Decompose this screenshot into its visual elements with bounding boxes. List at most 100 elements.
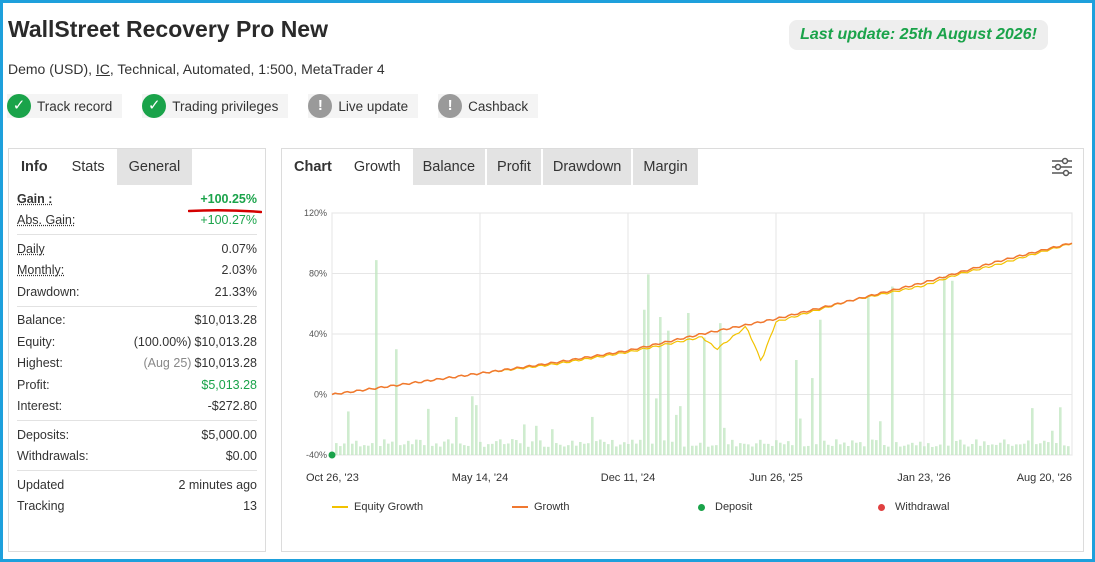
volume-bar	[799, 418, 802, 455]
volume-bar	[1039, 443, 1042, 455]
tab-profit[interactable]: Profit	[487, 149, 541, 185]
legend-swatch	[332, 506, 348, 508]
tab-margin[interactable]: Margin	[633, 149, 698, 185]
legend-label: Growth	[534, 501, 570, 513]
tab-drawdown[interactable]: Drawdown	[542, 149, 632, 185]
stat-label[interactable]: Daily	[17, 241, 45, 256]
tab-info[interactable]: Info	[9, 149, 60, 185]
tab-balance[interactable]: Balance	[412, 149, 486, 185]
volume-bar	[539, 440, 542, 455]
volume-bar	[667, 330, 670, 455]
x-tick-label: May 14, '24	[452, 472, 509, 484]
tracking-group: Updated 2 minutes ago Tracking 13	[17, 470, 257, 520]
volume-bar	[343, 443, 346, 455]
y-tick-label: 120%	[304, 208, 327, 218]
check-icon: ✓	[7, 94, 31, 118]
volume-bar	[375, 260, 378, 455]
legend-growth[interactable]: Growth	[512, 501, 569, 513]
volume-bar	[735, 446, 738, 455]
volume-bar	[479, 441, 482, 455]
volume-bar	[623, 442, 626, 455]
volume-bar	[583, 443, 586, 455]
volume-bar	[987, 445, 990, 455]
volume-bar	[367, 445, 370, 455]
volume-bar	[407, 440, 410, 455]
legend-label: Equity Growth	[354, 501, 424, 513]
gain-highlight-underline	[188, 208, 262, 214]
stat-value-wrap: (Aug 25) $10,013.28	[143, 356, 257, 370]
volume-bar	[943, 276, 946, 455]
legend-deposit[interactable]: Deposit	[698, 501, 752, 513]
volume-bar	[359, 446, 362, 455]
legend-withdrawal[interactable]: Withdrawal	[878, 501, 949, 513]
volume-bar	[791, 445, 794, 455]
volume-bar	[483, 446, 486, 455]
volume-bar	[379, 446, 382, 455]
volume-bar	[815, 444, 818, 455]
legend-equity-growth[interactable]: Equity Growth	[332, 501, 423, 513]
legend-label: Deposit	[715, 501, 753, 513]
volume-bar	[351, 443, 354, 455]
stat-label[interactable]: Abs. Gain:	[17, 213, 76, 228]
tab-stats[interactable]: Stats	[59, 149, 117, 185]
badge-cashback[interactable]: ! Cashback	[438, 94, 539, 118]
volume-bar	[707, 446, 710, 455]
volume-bar	[951, 280, 954, 455]
stat-value: 0.07%	[221, 241, 257, 256]
volume-bar	[1015, 444, 1018, 455]
badge-live-update[interactable]: ! Live update	[308, 94, 419, 118]
volume-bar	[371, 443, 374, 455]
volume-bar	[983, 441, 986, 455]
volume-bar	[507, 443, 510, 455]
stat-label[interactable]: Gain :	[17, 191, 53, 206]
volume-bar	[683, 446, 686, 455]
volume-bar	[851, 440, 854, 455]
volume-bar	[1055, 443, 1058, 455]
stat-label: Profit:	[17, 377, 50, 392]
volume-bar	[519, 443, 522, 455]
check-icon: ✓	[142, 94, 167, 118]
stat-value: +100.27%	[200, 213, 257, 228]
volume-bar	[535, 425, 538, 455]
tab-general[interactable]: General	[116, 149, 193, 185]
volume-bar	[827, 444, 830, 455]
volume-bar	[807, 445, 810, 455]
balance-group: Balance: $10,013.28 Equity: (100.00%) $10…	[17, 305, 257, 421]
volume-bar	[1047, 442, 1050, 455]
volume-bar	[963, 444, 966, 455]
stat-label[interactable]: Monthly:	[17, 263, 65, 278]
stat-label: Withdrawals:	[17, 449, 89, 464]
volume-bar	[527, 446, 530, 455]
volume-bar	[991, 444, 994, 455]
volume-bar	[603, 441, 606, 455]
volume-bar	[783, 444, 786, 455]
volume-bar	[399, 445, 402, 455]
volume-bar	[651, 443, 654, 455]
volume-bar	[859, 442, 862, 455]
volume-bar	[635, 443, 638, 455]
volume-bar	[567, 445, 570, 455]
stat-row-interest: Interest: -$272.80	[17, 396, 257, 418]
volume-bar	[847, 446, 850, 455]
tab-growth[interactable]: Growth	[343, 149, 411, 185]
badge-track-record[interactable]: ✓ Track record	[7, 94, 123, 118]
volume-bar	[711, 445, 714, 455]
stat-value: 2.03%	[221, 263, 257, 278]
volume-bar	[763, 443, 766, 455]
volume-bar	[1007, 444, 1010, 455]
volume-bar	[451, 443, 454, 455]
volume-bar	[431, 445, 434, 455]
broker-link[interactable]: IC	[95, 61, 110, 77]
volume-bar	[719, 323, 722, 455]
stat-value: -$272.80	[207, 399, 257, 414]
stat-row-tracking: Tracking 13	[17, 496, 257, 518]
volume-bar	[907, 444, 910, 455]
volume-bar	[503, 444, 506, 455]
volume-bar	[499, 439, 502, 455]
sliders-icon[interactable]	[1051, 157, 1073, 177]
volume-bar	[1023, 443, 1026, 455]
volume-bar	[899, 446, 902, 455]
tab-chart[interactable]: Chart	[282, 149, 344, 185]
badge-trading-privileges[interactable]: ✓ Trading privileges	[142, 94, 289, 118]
x-tick-label: Aug 20, '26	[1017, 472, 1072, 484]
